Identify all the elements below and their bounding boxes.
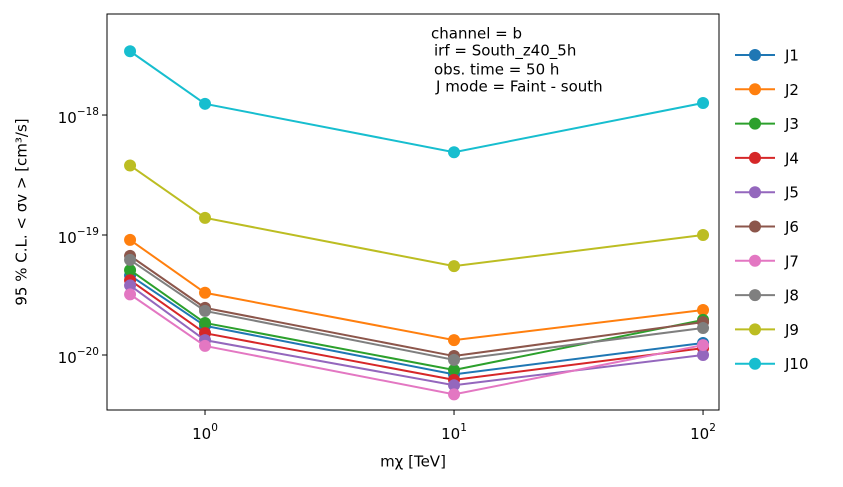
data-point	[697, 96, 710, 109]
series-line	[129, 50, 704, 154]
legend-marker	[749, 83, 761, 96]
annotation: irf = South_z40_5h	[434, 42, 576, 61]
series-line	[129, 269, 704, 372]
legend-marker	[749, 117, 761, 130]
data-point	[124, 45, 137, 58]
legend-label: J1	[784, 47, 799, 65]
x-tick-label: 100	[192, 422, 218, 443]
legend-marker	[749, 186, 761, 199]
legend-label: J2	[784, 81, 799, 99]
series-line	[129, 274, 704, 376]
data-point	[199, 304, 212, 317]
y-tick-label: 10−18	[58, 106, 99, 127]
annotation: J mode = Faint - south	[435, 78, 603, 96]
data-point	[199, 339, 212, 352]
legend-label: J9	[784, 321, 799, 339]
annotation: channel = b	[431, 25, 522, 43]
data-point	[124, 264, 137, 277]
data-point	[697, 339, 710, 352]
y-tick-label: 10−20	[58, 346, 99, 367]
series-line	[129, 293, 704, 396]
data-point	[199, 286, 212, 299]
x-tick-label: 102	[690, 422, 716, 443]
legend-marker	[749, 151, 761, 164]
series-line	[129, 239, 704, 342]
legend-label: J10	[784, 355, 809, 373]
x-tick-label: 101	[441, 422, 467, 443]
data-point	[124, 288, 137, 301]
annotation: obs. time = 50 h	[434, 61, 559, 79]
series-line	[129, 259, 704, 361]
data-point	[448, 146, 461, 159]
data-point	[124, 159, 137, 172]
data-point	[448, 388, 461, 401]
data-point	[697, 321, 710, 334]
legend-label: J4	[784, 149, 799, 167]
legend-marker	[749, 323, 761, 336]
legend-label: J6	[784, 218, 799, 236]
data-point	[697, 229, 710, 242]
data-point	[697, 348, 710, 361]
data-point	[124, 233, 137, 246]
legend-label: J7	[784, 252, 799, 270]
plot-frame	[106, 13, 720, 411]
legend-label: J8	[784, 287, 799, 305]
data-point	[448, 334, 461, 347]
data-point	[124, 279, 137, 292]
data-point	[448, 353, 461, 366]
legend-marker	[749, 289, 761, 302]
legend-marker	[749, 49, 761, 61]
y-axis-label: 95 % C.L. < σv > [cm³/s]	[13, 118, 31, 305]
legend-marker	[749, 220, 761, 233]
series-line	[129, 164, 704, 268]
data-point	[199, 211, 212, 224]
series-line	[129, 255, 704, 358]
data-point	[199, 316, 212, 329]
legend-marker	[749, 357, 761, 370]
data-point	[448, 379, 461, 392]
legend-marker	[749, 254, 761, 267]
x-axis-label: mχ [TeV]	[380, 453, 446, 471]
legend-label: J3	[784, 115, 799, 133]
data-point	[199, 97, 212, 110]
series-line	[129, 279, 704, 381]
y-tick-label: 10−19	[58, 226, 99, 247]
data-point	[697, 304, 710, 317]
data-point	[448, 363, 461, 376]
legend-label: J5	[784, 184, 799, 202]
data-point	[448, 260, 461, 273]
data-point	[124, 253, 137, 266]
